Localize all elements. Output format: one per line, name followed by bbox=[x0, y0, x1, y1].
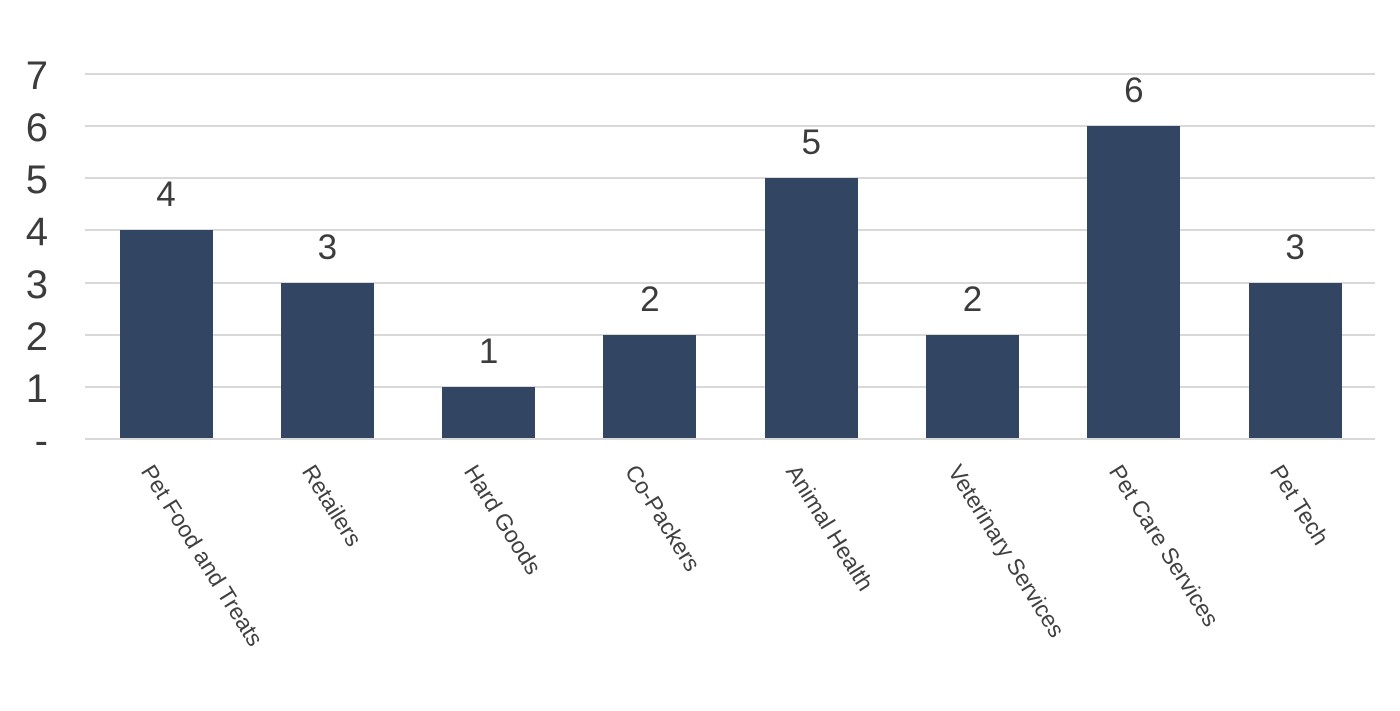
bar-2 bbox=[442, 386, 536, 439]
data-label-0: 4 bbox=[156, 175, 176, 215]
plot-area: 4 3 1 2 5 2 6 3 bbox=[85, 71, 1375, 440]
bar-7 bbox=[1248, 282, 1342, 439]
gridline-y4 bbox=[85, 229, 1375, 232]
gridline-y1 bbox=[85, 385, 1375, 388]
gridline-y5 bbox=[85, 177, 1375, 180]
bar-6 bbox=[1087, 126, 1181, 439]
y-tick-label-2: 2 bbox=[25, 314, 48, 359]
gridline-y2 bbox=[85, 333, 1375, 336]
bar-0 bbox=[119, 230, 213, 439]
x-category-label-0: Pet Food and Treats bbox=[135, 460, 269, 651]
y-tick-label-1: 1 bbox=[25, 366, 48, 411]
data-label-3: 2 bbox=[640, 279, 660, 319]
gridline-y6 bbox=[85, 125, 1375, 128]
x-category-label-3: Co-Packers bbox=[619, 460, 706, 576]
data-label-2: 1 bbox=[478, 331, 499, 371]
gridline-y3 bbox=[85, 281, 1375, 284]
data-label-1: 3 bbox=[317, 227, 338, 267]
y-tick-label-4: 4 bbox=[25, 210, 48, 255]
bar-1 bbox=[280, 282, 374, 439]
y-tick-label-0: - bbox=[34, 419, 48, 463]
gridline-y7 bbox=[85, 73, 1375, 75]
x-category-label-4: Animal Health bbox=[781, 460, 880, 596]
x-category-label-2: Hard Goods bbox=[458, 460, 547, 579]
data-label-4: 5 bbox=[801, 123, 821, 163]
x-category-label-7: Pet Tech bbox=[1265, 460, 1335, 550]
data-label-6: 6 bbox=[1124, 71, 1144, 111]
y-tick-label-7: 7 bbox=[25, 54, 48, 98]
data-label-5: 2 bbox=[962, 279, 983, 319]
y-tick-label-3: 3 bbox=[25, 262, 48, 307]
bar-4 bbox=[764, 178, 858, 439]
y-tick-label-5: 5 bbox=[25, 158, 48, 203]
x-category-label-5: Veterinary Services bbox=[942, 460, 1070, 642]
y-tick-label-6: 6 bbox=[25, 106, 48, 151]
x-category-label-6: Pet Care Services bbox=[1103, 460, 1225, 631]
bar-5 bbox=[926, 334, 1019, 439]
x-axis-line bbox=[85, 438, 1375, 440]
x-category-label-1: Retailers bbox=[297, 460, 368, 551]
bar-3 bbox=[603, 334, 697, 439]
data-label-7: 3 bbox=[1285, 227, 1305, 267]
